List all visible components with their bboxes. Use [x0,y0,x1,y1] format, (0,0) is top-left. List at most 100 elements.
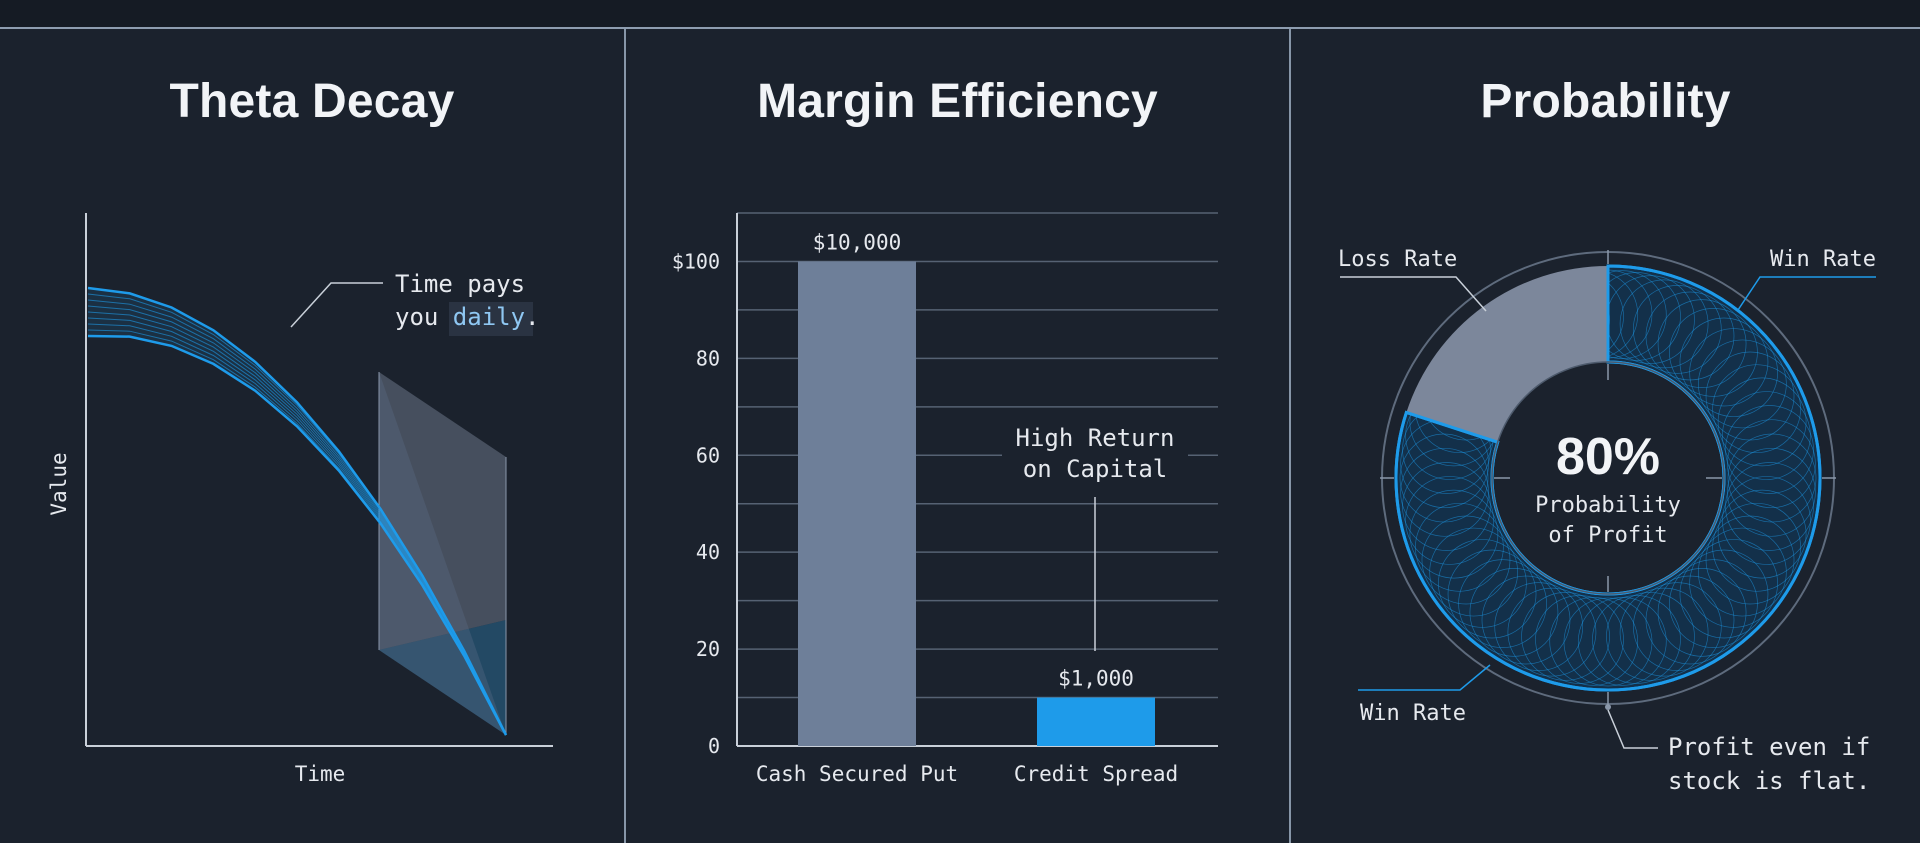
donut-texture-loop [1679,317,1769,407]
donut-texture-loop [1405,476,1494,565]
theta-y-label: Value [47,452,71,515]
theta-annotation-prefix: you [395,303,453,331]
win-top-leader [1737,276,1876,311]
label-win-rate-top: Win Rate [1770,247,1876,272]
donut-texture-loop [1632,582,1722,671]
probability-chart: 80% Probability of Profit Loss Rate Win … [1338,247,1876,795]
note-line1: Profit even if [1668,733,1870,761]
donut-texture-loop [1606,592,1695,681]
donut-texture-loop [1507,587,1597,677]
label-loss-rate: Loss Rate [1338,247,1457,272]
donut-slice-loss-rate [1406,266,1608,443]
donut-texture-loop [1535,595,1624,684]
donut-texture-loop [1549,597,1639,686]
theta-band-fill [88,288,506,735]
donut-texture-loop [1722,391,1811,480]
donut-texture-loop [1697,339,1787,429]
donut-texture-loop [1689,328,1778,417]
donut-center-line1: Probability [1535,493,1681,518]
bar-category-label: Cash Secured Put [756,762,958,786]
margin-efficiency-chart: 0 20 40 60 80 $100 $10,000 Cash Secured Put $1,… [672,212,1218,786]
donut [1380,250,1836,706]
bar-y-tick-label: 60 [696,443,720,467]
bar-y-tick-label: $100 [672,249,720,273]
donut-texture-loop [1619,279,1709,369]
panel-divider-right [1289,29,1291,843]
donut-texture-loop [1697,527,1787,617]
donut-texture-loop [1592,595,1681,684]
theta-decay-line [87,334,508,736]
note-dot [1605,704,1611,710]
bar-credit-spread [1037,697,1155,746]
theta-highlight-box [449,302,533,336]
donut-texture-loop [1438,539,1527,628]
bar-y-tick-label: 20 [696,637,720,661]
label-win-rate-bottom: Win Rate [1360,701,1466,726]
note-line2: stock is flat. [1668,767,1870,795]
donut-texture-loop [1717,489,1807,579]
bar-annotation-line1: High Return [1016,424,1175,452]
donut-center-line2: of Profit [1548,523,1667,548]
theta-annotation-line1: Time pays [395,270,525,298]
donut-texture-loop [1429,527,1519,617]
donut-texture-loop [1577,597,1667,686]
bar-cash-secured-put [798,261,916,746]
theta-annotation-leader [290,282,383,328]
donut-texture-loop [1447,549,1537,639]
bar-category-label: Credit Spread [1014,762,1178,786]
donut-texture-loop [1727,419,1816,509]
donut-texture-loop [1400,447,1489,537]
top-bar [0,0,1920,27]
theta-decay-line [87,317,507,736]
probability-title: Probability [1480,75,1731,128]
donut-texture-loop [1415,502,1504,592]
donut-texture-loop [1657,567,1747,657]
donut-texture-loop [1679,549,1769,639]
donut-texture-loop [1632,285,1722,374]
donut-center-value: 80% [1556,428,1660,486]
donut-texture-loop [1669,559,1758,648]
theta-annotation-line2: you daily. [395,303,540,331]
theta-decay-chart: Time Value Time pays you daily. [47,213,553,786]
bar-y-tick-label: 0 [708,734,720,758]
donut-texture-loop [1521,592,1610,681]
donut-texture-loop [1727,447,1816,537]
theta-decay-band [87,286,508,736]
theta-prism-front [379,620,506,735]
theta-x-label: Time [295,762,346,786]
theta-annotation-highlight: daily [453,303,525,331]
margin-title: Margin Efficiency [757,75,1158,128]
theta-decay-line [87,311,507,736]
bar-marks: $10,000 Cash Secured Put $1,000 Credit Spre… [756,230,1178,786]
donut-texture-loop [1402,462,1491,551]
win-bottom-leader [1358,664,1491,691]
donut-texture-loop [1619,587,1709,677]
bar-y-tick-label: 80 [696,346,720,370]
donut-texture-loop [1725,405,1814,494]
note-leader [1607,709,1658,749]
bar-y-ticks: 0 20 40 60 80 $100 [672,249,720,758]
donut-inner-ring [1491,361,1725,595]
top-border-line [0,27,1920,29]
donut-texture-loop [1712,502,1801,592]
donut-texture-loop [1717,377,1807,467]
donut-texture-loop [1712,364,1801,454]
panel-divider-left [624,29,626,843]
donut-texture-loop [1725,462,1814,551]
theta-annotation-suffix: . [525,303,539,331]
donut-texture-loop [1657,299,1747,389]
theta-prism-back [379,372,506,650]
donut-texture-loop [1494,582,1584,671]
bar-annotation-bg [1002,420,1188,490]
donut-texture-loop [1722,476,1811,565]
bar-data-label: $10,000 [813,230,902,254]
theta-title: Theta Decay [169,75,455,128]
loss-leader [1340,276,1487,312]
donut-texture-loop [1409,489,1499,579]
theta-prism-mid [379,372,506,735]
bar-annotation-line2: on Capital [1023,455,1168,483]
bar-data-label: $1,000 [1058,667,1134,691]
bar-y-tick-label: 40 [696,540,720,564]
donut-texture-loop [1469,567,1559,657]
